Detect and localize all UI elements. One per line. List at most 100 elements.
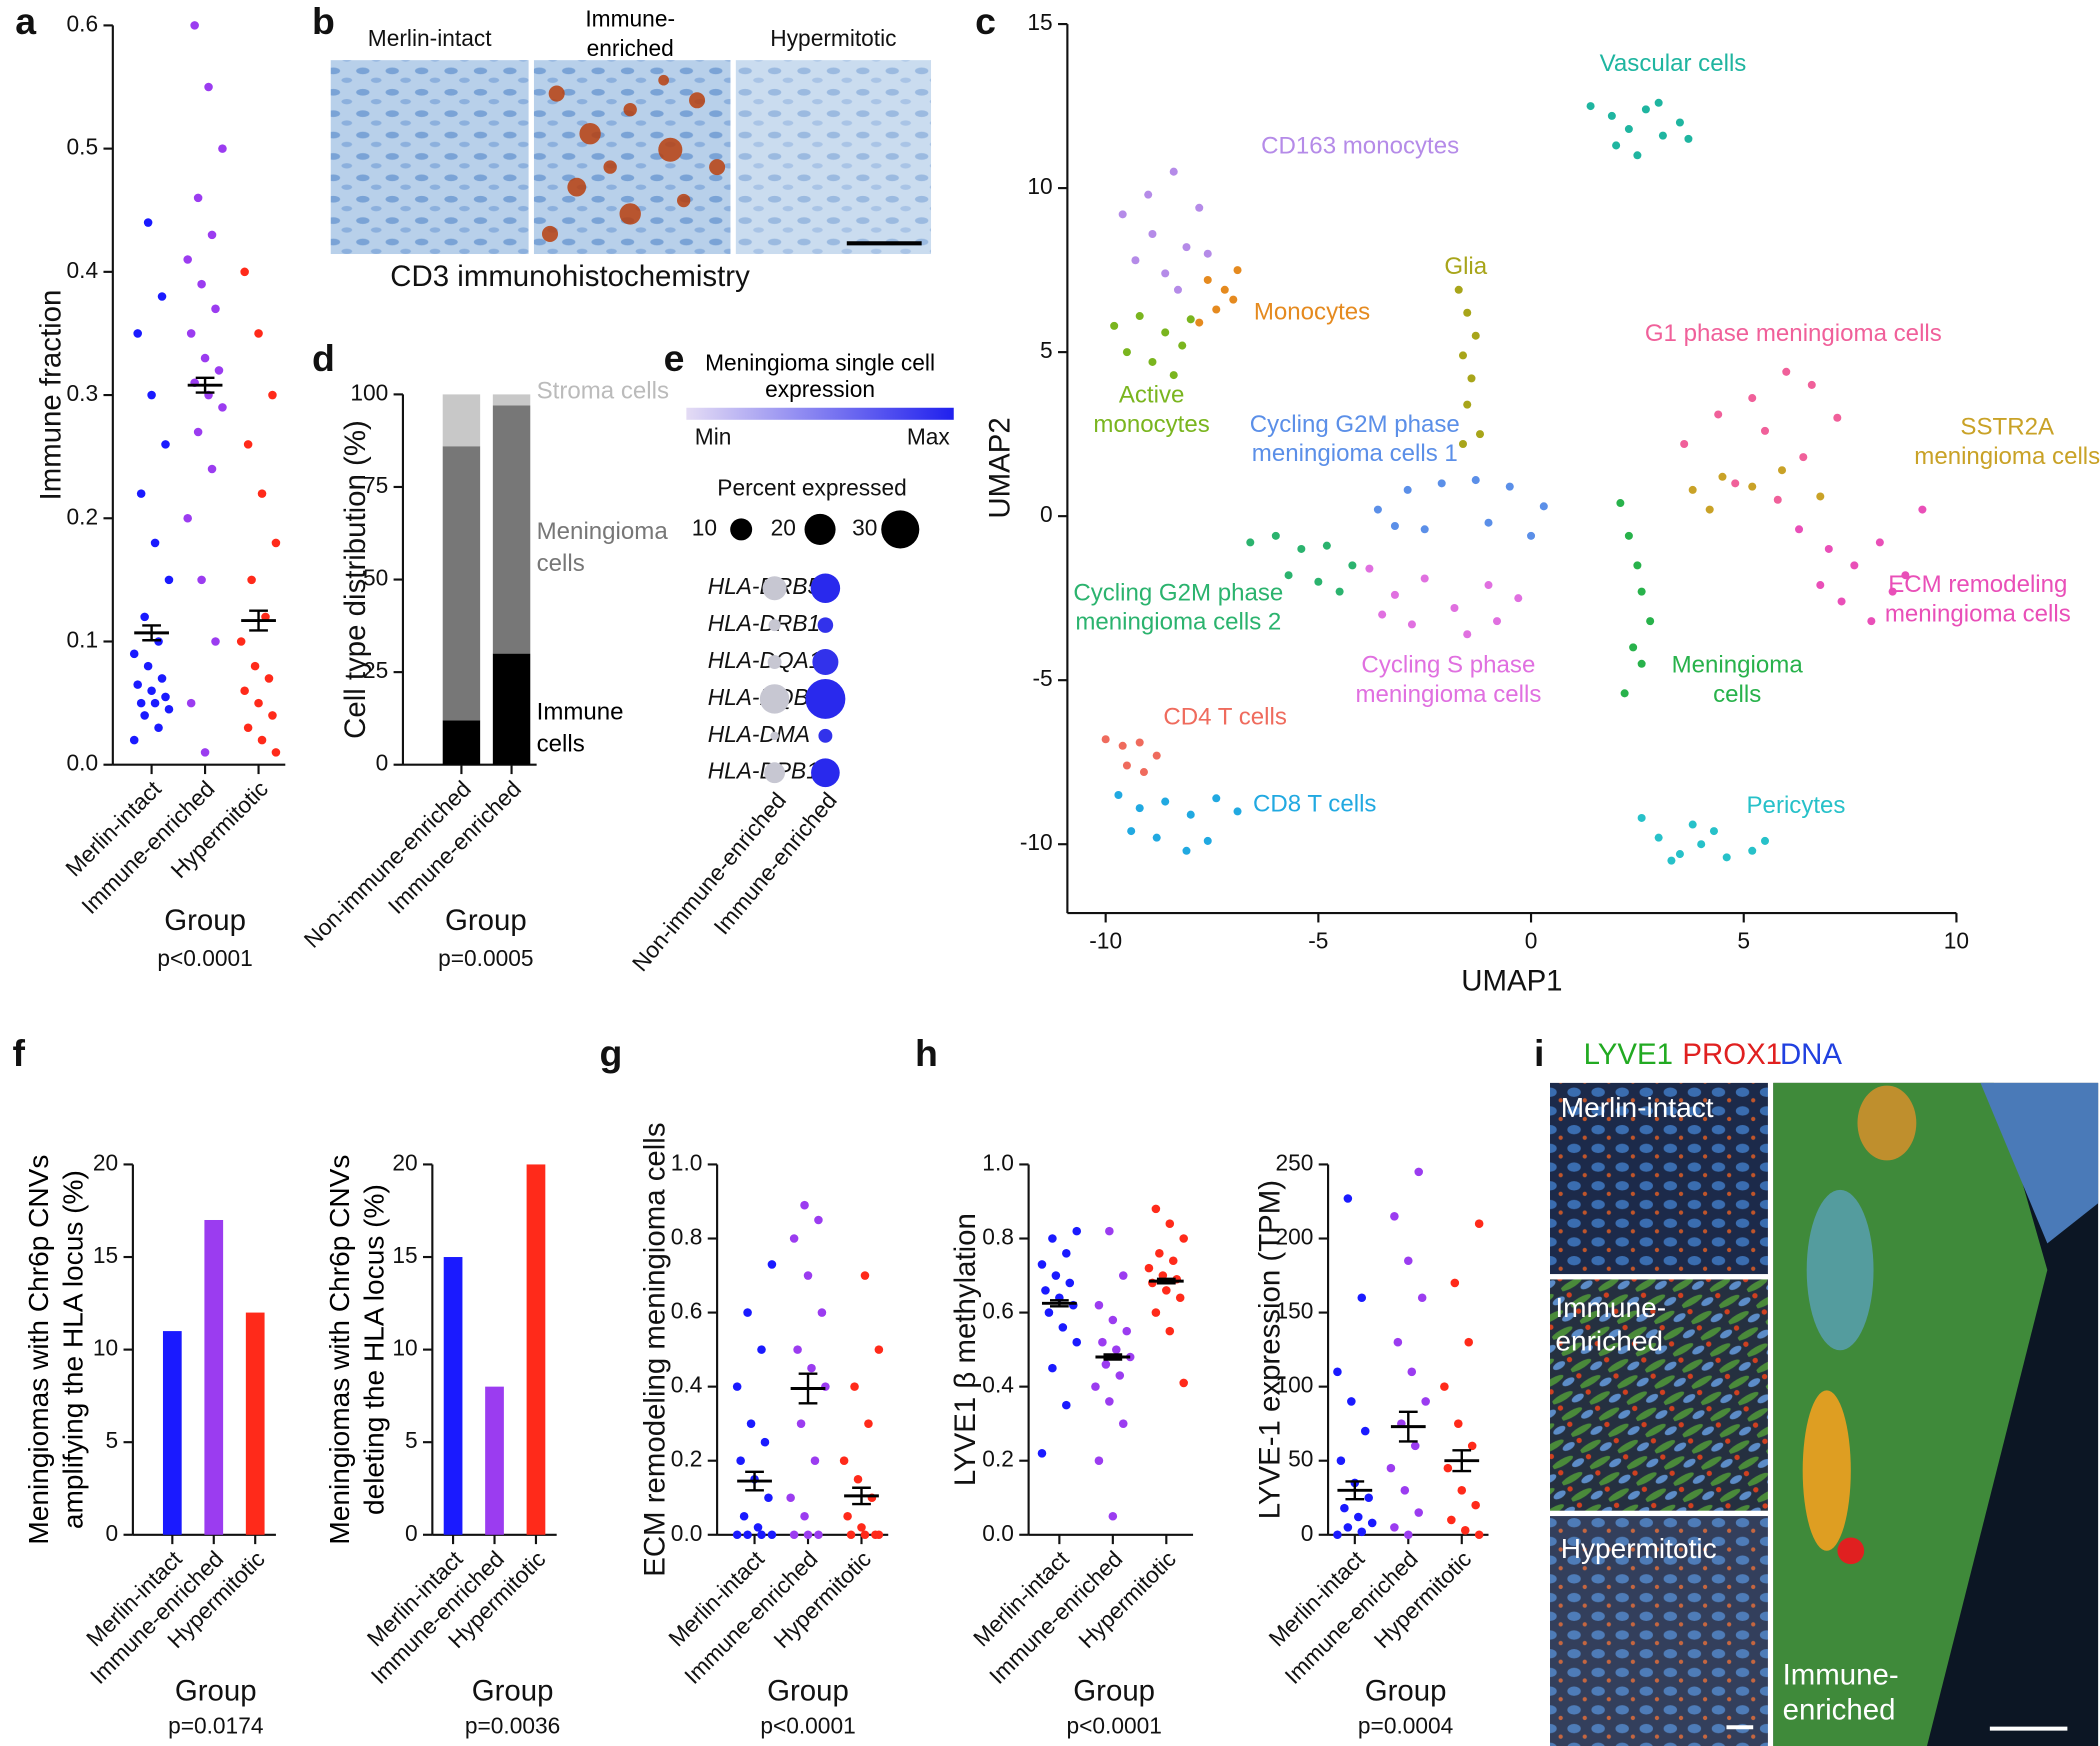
- x-tick-label: 0: [1525, 928, 1538, 954]
- image-label-text: Immune-enriched: [585, 6, 676, 62]
- panel-letter: i: [1534, 1032, 1544, 1074]
- data-point: [1748, 846, 1757, 855]
- data-point: [1807, 380, 1816, 389]
- gene-label: HLA-DMA: [708, 721, 810, 747]
- data-point: [243, 440, 253, 449]
- data-point: [1127, 827, 1136, 836]
- error-bar: [195, 376, 215, 394]
- data-point: [803, 1271, 813, 1280]
- data-point: [1212, 305, 1221, 314]
- data-point: [1378, 610, 1387, 619]
- data-point: [1440, 1382, 1449, 1391]
- data-point: [1284, 571, 1293, 580]
- data-point: [1322, 541, 1331, 550]
- data-point: [1400, 1486, 1410, 1495]
- data-point: [1460, 1526, 1470, 1535]
- data-point: [193, 427, 203, 437]
- p-value: p=0.0036: [465, 1712, 560, 1738]
- bar-segment: [492, 394, 531, 406]
- data-point: [1637, 813, 1646, 822]
- y-tick-label: 1.0: [671, 1149, 703, 1175]
- data-point: [1072, 1226, 1082, 1236]
- cluster-label: Cycling S phase meningioma cells: [1355, 651, 1541, 707]
- p-value: p=0.0174: [168, 1712, 263, 1738]
- data-point: [1175, 1293, 1185, 1303]
- dot: [762, 576, 787, 601]
- data-point: [753, 1523, 763, 1532]
- data-point: [1162, 1286, 1171, 1295]
- data-point: [1390, 590, 1399, 599]
- fluorescence-image: [1550, 1082, 1768, 1275]
- cluster-label-text: Meningioma cells: [1671, 651, 1803, 708]
- gene-label: HLA-DRB1: [708, 610, 820, 636]
- panel-letter: f: [13, 1032, 26, 1074]
- data-point: [1118, 210, 1127, 219]
- error-bar: [1049, 1299, 1069, 1308]
- data-point: [1155, 1249, 1164, 1258]
- data-point: [1203, 836, 1212, 845]
- data-point: [1148, 357, 1157, 366]
- data-point: [264, 674, 274, 683]
- data-point: [1748, 482, 1757, 491]
- data-point: [1505, 482, 1514, 491]
- data-point: [1212, 794, 1221, 803]
- data-point: [1633, 151, 1642, 160]
- y-tick-label: 50: [1288, 1446, 1313, 1472]
- error-bar: [798, 1372, 818, 1405]
- y-tick-label: 10: [392, 1335, 417, 1361]
- data-point: [1048, 1234, 1057, 1243]
- data-point: [1918, 505, 1927, 514]
- dot: [812, 649, 839, 676]
- data-point: [1816, 492, 1825, 501]
- y-tick-label: 0.1: [67, 626, 99, 652]
- data-point: [1169, 167, 1178, 176]
- image-label: Hypermitotic: [770, 25, 896, 51]
- y-tick-label: 0: [405, 1520, 418, 1546]
- color-min-label: Min: [695, 424, 732, 450]
- data-point: [218, 144, 227, 153]
- legend-label: Meningioma cells: [537, 517, 668, 576]
- data-point: [1271, 531, 1280, 540]
- data-point: [1165, 1326, 1175, 1336]
- data-point: [161, 440, 170, 449]
- y-tick-label: 100: [350, 379, 388, 405]
- data-point: [1118, 741, 1127, 750]
- data-point: [857, 1523, 866, 1532]
- data-point: [1417, 1293, 1427, 1303]
- data-point: [1484, 518, 1493, 527]
- panel-letter: h: [915, 1032, 938, 1074]
- data-point: [236, 637, 246, 646]
- data-point: [1629, 643, 1638, 652]
- data-point: [1135, 738, 1144, 747]
- size-legend-dot: [881, 510, 920, 549]
- data-point: [1450, 1278, 1460, 1288]
- data-point: [250, 661, 260, 671]
- data-point: [1443, 1463, 1453, 1473]
- data-point: [1168, 1256, 1178, 1266]
- data-point: [1151, 1308, 1161, 1317]
- panel-letter: b: [312, 0, 335, 42]
- data-point: [1654, 833, 1663, 842]
- image-label: Immune-enriched: [585, 6, 676, 62]
- data-point: [800, 1200, 809, 1210]
- cluster-label-text: CD4 T cells: [1163, 703, 1287, 730]
- x-axis-title: Group: [1073, 1674, 1155, 1707]
- data-point: [1152, 833, 1161, 842]
- data-point: [1246, 538, 1255, 547]
- y-tick-label: 0.2: [671, 1446, 703, 1472]
- data-point: [129, 649, 139, 659]
- data-point: [1044, 1308, 1054, 1317]
- data-point: [1091, 1382, 1100, 1391]
- data-point: [1680, 439, 1689, 448]
- data-point: [1709, 827, 1718, 836]
- cluster-label-text: CD8 T cells: [1252, 790, 1377, 817]
- data-point: [1041, 1286, 1050, 1295]
- data-point: [800, 1511, 809, 1521]
- data-point: [1539, 502, 1548, 511]
- data-point: [1833, 413, 1842, 422]
- data-point: [257, 735, 267, 745]
- ihc-image: [330, 60, 529, 255]
- cluster-label-text: ECM remodeling meningioma cells: [1884, 570, 2071, 628]
- legend-label-text: Stroma cells: [536, 377, 670, 404]
